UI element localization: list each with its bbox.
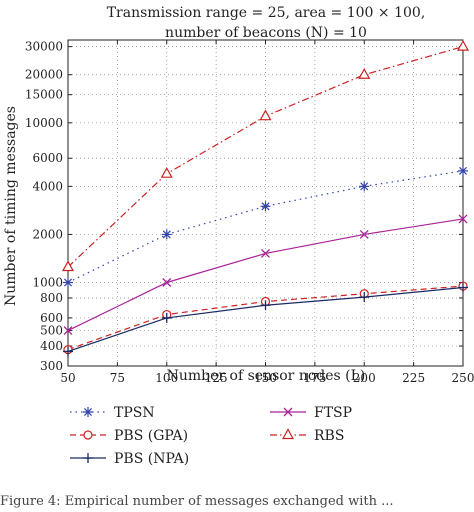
series-line-ftsp (67, 218, 464, 332)
data-point-pbs-npa (359, 292, 370, 303)
legend-item-pbs-npa: PBS (NPA) (70, 451, 189, 467)
x-tick-label: 225 (402, 371, 425, 385)
x-tick-label: 200 (353, 371, 376, 385)
y-tick-label: 20000 (25, 68, 63, 82)
y-tick-label: 4000 (32, 179, 63, 193)
x-tick-label: 100 (155, 371, 178, 385)
y-tick-label: 800 (40, 291, 63, 305)
series-pbs-npa (63, 282, 468, 357)
y-tick-label: 600 (40, 311, 63, 325)
x-tick-label: 250 (452, 371, 474, 385)
y-tick-label: 6000 (32, 151, 63, 165)
y-tick-label: 15000 (25, 88, 63, 102)
x-tick-label: 125 (205, 371, 228, 385)
x-tick-label: 75 (110, 371, 125, 385)
legend-label-pbs-gpa: PBS (GPA) (114, 428, 188, 444)
y-tick-label: 1000 (32, 275, 63, 289)
series-layer (61, 39, 470, 357)
series-tpsn (63, 165, 468, 288)
data-point-rbs (160, 166, 173, 178)
data-point-tpsn (63, 277, 73, 288)
data-point-ftsp (261, 248, 270, 258)
legend-item-ftsp: FTSP (270, 405, 352, 421)
legend-marker-pbs-gpa (83, 430, 93, 440)
y-axis-label: Number of timing messages (3, 106, 19, 306)
data-point-rbs (61, 260, 75, 272)
legend-marker-ftsp (283, 407, 293, 417)
legend-label-tpsn: TPSN (114, 405, 155, 421)
data-point-ftsp (458, 214, 468, 224)
data-point-rbs (358, 67, 371, 79)
chart-title-line-2: number of beacons (N) = 10 (165, 25, 367, 41)
legend-marker-pbs-npa (83, 453, 93, 463)
data-point-rbs (259, 109, 272, 121)
x-axis-ticks: 50 75 100 125 150 175 200 225 250 (60, 40, 474, 385)
data-point-pbs-npa (458, 282, 468, 293)
data-point-pbs-npa (260, 300, 271, 311)
legend-item-rbs: RBS (270, 428, 344, 444)
legend-label-pbs-npa: PBS (NPA) (114, 451, 189, 467)
legend-marker-tpsn (83, 407, 93, 417)
data-point-pbs-npa (63, 346, 73, 357)
legend-marker-rbs (281, 428, 295, 440)
data-point-ftsp (63, 326, 73, 336)
legend-item-pbs-gpa: PBS (GPA) (70, 428, 188, 444)
series-rbs (61, 39, 470, 272)
legend: TPSN PBS (GPA) PBS (NPA) FTSP RBS (70, 405, 352, 467)
data-point-tpsn (458, 165, 468, 176)
series-line-tpsn (67, 170, 464, 284)
series-ftsp (63, 214, 468, 336)
data-point-ftsp (162, 278, 172, 287)
legend-label-ftsp: FTSP (314, 405, 352, 421)
figure-caption: Figure 4: Empirical number of messages e… (0, 494, 394, 509)
x-axis-label: Number of sensor nodes (L) (167, 368, 366, 384)
chart-title-line-1: Transmission range = 25, area = 100 × 10… (107, 5, 426, 21)
y-tick-label: 500 (40, 324, 63, 338)
y-tick-label: 400 (40, 339, 63, 353)
data-point-tpsn (359, 181, 370, 192)
y-tick-label: 10000 (25, 116, 63, 130)
y-tick-label: 30000 (25, 40, 63, 54)
data-point-rbs (456, 39, 470, 51)
y-tick-label: 300 (40, 359, 63, 373)
legend-item-tpsn: TPSN (70, 405, 155, 421)
x-tick-label: 175 (303, 371, 326, 385)
data-point-tpsn (161, 229, 172, 240)
legend-label-rbs: RBS (314, 428, 344, 444)
data-point-pbs-npa (161, 312, 172, 323)
data-point-tpsn (260, 201, 271, 212)
x-tick-label: 50 (60, 371, 75, 385)
y-tick-label: 2000 (32, 227, 63, 241)
data-point-ftsp (359, 229, 369, 239)
x-tick-label: 150 (254, 371, 277, 385)
